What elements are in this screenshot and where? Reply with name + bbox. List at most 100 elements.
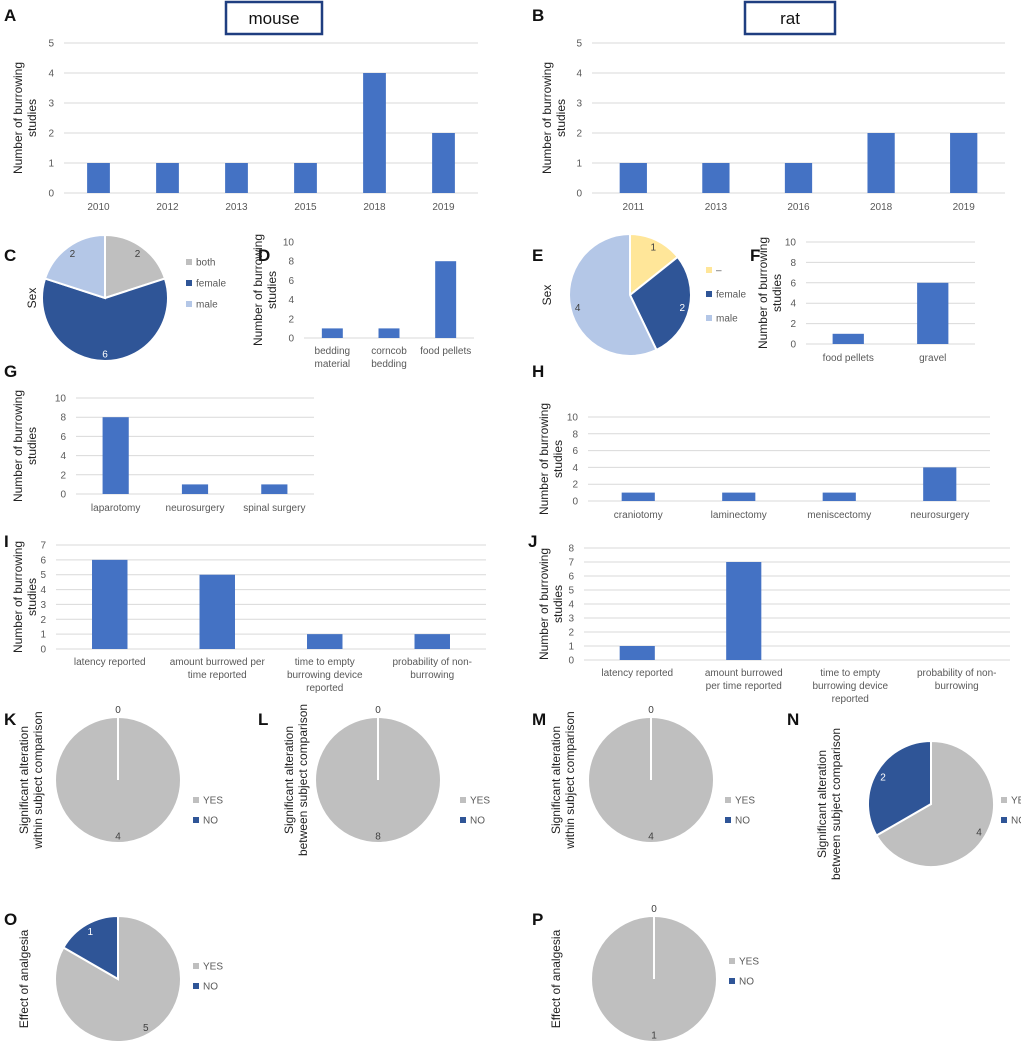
pie-slice <box>62 914 119 981</box>
y-tick-label: 8 <box>572 429 578 440</box>
slice-value-label: 0 <box>648 705 654 716</box>
legend-swatch <box>725 817 731 823</box>
pie-slice <box>43 233 106 300</box>
y-tick-label: 4 <box>790 299 796 310</box>
y-axis-label: Number of burrowingstudies <box>537 548 565 660</box>
x-tick-label: 2018 <box>870 202 893 213</box>
pie-slice <box>875 739 995 868</box>
y-tick-label: 3 <box>576 99 582 110</box>
pie-slice <box>628 255 692 352</box>
legend-swatch <box>186 301 192 307</box>
panel-letter-o: O <box>4 910 17 929</box>
y-axis-label: Significant alterationbetween subject co… <box>815 728 843 880</box>
y-tick-label: 4 <box>48 69 54 80</box>
pie-slice <box>867 739 932 837</box>
y-axis-label: Number of burrowingstudies <box>251 234 279 346</box>
bar <box>923 467 957 501</box>
bar <box>822 492 856 501</box>
x-tick-label: latency reported <box>601 668 673 679</box>
y-tick-label: 0 <box>40 645 46 656</box>
legend-label: – <box>716 266 722 277</box>
y-axis-label: Sex <box>540 285 554 306</box>
legend-label: female <box>196 279 226 290</box>
bar <box>87 163 110 193</box>
legend-label: YES <box>1011 796 1021 807</box>
x-tick-label: probability of non-burrowing <box>393 657 473 681</box>
y-tick-label: 2 <box>572 480 578 491</box>
y-axis-label: Number of burrowingstudies <box>537 403 565 515</box>
slice-value-label: 2 <box>70 249 76 260</box>
legend-label: male <box>196 300 218 311</box>
y-tick-label: 6 <box>288 276 294 287</box>
y-axis-label: Significant alterationbetween subject co… <box>282 704 310 856</box>
rat-box <box>743 0 837 36</box>
y-axis-label: Effect of analgesia <box>549 929 563 1028</box>
x-tick-label: corncob bedding <box>371 346 407 370</box>
y-tick-label: 2 <box>288 314 294 325</box>
bar <box>702 163 730 193</box>
bar <box>294 163 317 193</box>
panel-h: H Number of burrowingstudies 0 2 4 6 8 10 cranio… <box>532 362 990 521</box>
x-tick-label: amount burrowed per time reported <box>705 668 783 692</box>
legend-label: NO <box>739 977 754 988</box>
legend-label: NO <box>203 982 218 993</box>
y-tick-label: 0 <box>60 490 66 501</box>
legend-swatch <box>706 267 712 273</box>
bar <box>307 634 343 649</box>
y-tick-label: 10 <box>567 413 579 424</box>
x-tick-label: food pellets <box>823 353 874 364</box>
x-tick-label: neurosurgery <box>166 503 225 514</box>
y-tick-label: 0 <box>48 189 54 200</box>
bar <box>102 417 129 494</box>
x-tick-label: 2013 <box>705 202 728 213</box>
bar <box>435 261 457 338</box>
legend-label: female <box>716 290 746 301</box>
panel-letter-c: C <box>4 246 16 265</box>
bar <box>378 328 400 338</box>
y-tick-label: 8 <box>568 544 574 555</box>
y-tick-label: 2 <box>40 615 46 626</box>
legend-label: YES <box>203 962 223 973</box>
legend-swatch <box>1001 797 1007 803</box>
legend-swatch <box>193 983 199 989</box>
y-tick-label: 1 <box>40 630 46 641</box>
x-tick-label: food pellets <box>420 346 471 357</box>
x-tick-label: 2013 <box>225 202 248 213</box>
x-tick-label: 2018 <box>363 202 386 213</box>
y-tick-label: 2 <box>790 319 796 330</box>
y-tick-label: 3 <box>568 614 574 625</box>
legend-label: NO <box>735 816 750 827</box>
bar <box>156 163 179 193</box>
x-tick-label: craniotomy <box>614 510 663 521</box>
bar <box>950 133 978 193</box>
bar <box>917 282 949 344</box>
x-tick-label: 2016 <box>787 202 810 213</box>
legend-label: YES <box>739 957 759 968</box>
slice-value-label: 1 <box>651 1030 657 1041</box>
x-tick-label: laminectomy <box>711 510 767 521</box>
y-tick-label: 0 <box>790 340 796 351</box>
y-tick-label: 6 <box>790 278 796 289</box>
x-tick-label: time to empty burrowing device reported <box>287 657 363 694</box>
slice-value-label: 1 <box>87 927 93 938</box>
panel-c: C Sex 2 6 2 both female male <box>4 233 226 362</box>
legend-swatch <box>193 963 199 969</box>
y-tick-label: 2 <box>48 129 54 140</box>
y-tick-label: 10 <box>55 394 67 405</box>
panel-letter-n: N <box>787 710 799 729</box>
x-tick-label: amount burrowed per time reported <box>170 657 266 681</box>
y-axis-label: Effect of analgesia <box>17 929 31 1028</box>
panel-letter-k: K <box>4 710 17 729</box>
y-axis-label: Significant alterationwithin subject com… <box>17 711 45 849</box>
panel-e: E Sex 1 2 4 – female male <box>532 232 746 357</box>
x-tick-label: bedding material <box>315 346 351 370</box>
panel-letter-e: E <box>532 246 543 265</box>
bar <box>414 634 450 649</box>
x-tick-label: spinal surgery <box>243 503 305 514</box>
y-tick-label: 1 <box>568 642 574 653</box>
x-tick-label: 2011 <box>623 202 645 213</box>
legend-swatch <box>186 259 192 265</box>
x-tick-label: 2010 <box>87 202 110 213</box>
